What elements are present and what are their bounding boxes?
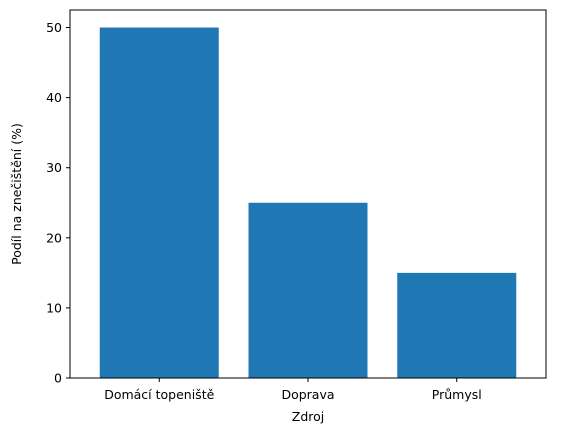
bar-2 — [397, 272, 517, 378]
bars-layer — [99, 27, 517, 379]
y-tick-label: 50 — [46, 20, 62, 35]
bar-0 — [99, 27, 219, 379]
y-tick-label: 0 — [54, 371, 62, 386]
x-tick-label: Průmysl — [432, 387, 482, 402]
x-axis-ticks: Domácí topeniště Doprava Průmysl — [104, 378, 482, 402]
y-axis-ticks: 0 10 20 30 40 50 — [46, 20, 70, 386]
y-tick-label: 40 — [46, 90, 62, 105]
y-axis-label: Podíl na znečištění (%) — [9, 123, 24, 265]
x-axis-label: Zdroj — [292, 409, 324, 424]
x-tick-label: Domácí topeniště — [104, 387, 214, 402]
y-tick-label: 30 — [46, 160, 62, 175]
y-tick-label: 20 — [46, 230, 62, 245]
plot-frame — [69, 9, 547, 379]
bar-1 — [248, 202, 368, 378]
x-tick-label: Doprava — [281, 387, 334, 402]
y-tick-label: 10 — [46, 300, 62, 315]
